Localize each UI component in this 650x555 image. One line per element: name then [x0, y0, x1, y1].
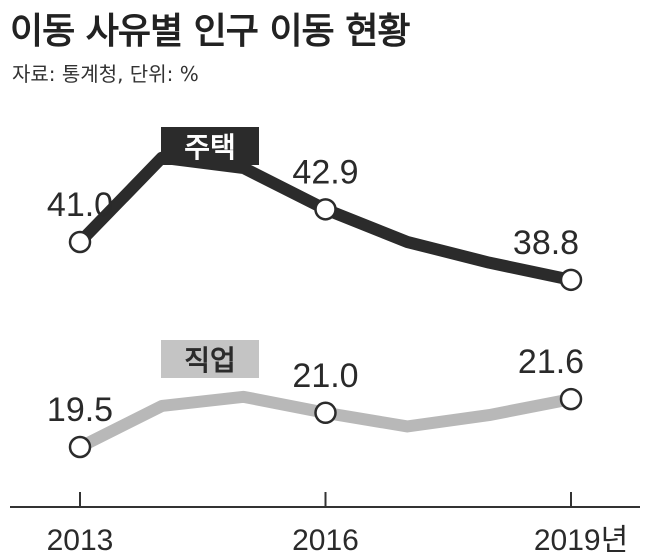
data-label-job-2019: 21.6 [518, 343, 584, 381]
x-tick-label-2016: 2016 [292, 524, 359, 555]
data-point-housing-2019 [559, 268, 583, 292]
data-point-housing-2013 [68, 230, 92, 254]
data-label-job-2016: 21.0 [292, 357, 358, 395]
data-point-job-2013 [68, 435, 92, 459]
legend-label-job: 직업 [184, 344, 236, 377]
data-point-housing-2016 [314, 198, 337, 221]
legend-badge-job [161, 340, 259, 378]
data-point-job-2016 [314, 401, 337, 425]
chart-title: 이동 사유별 인구 이동 현황 [10, 11, 410, 52]
data-label-job-2013: 19.5 [47, 391, 113, 429]
data-point-job-2019 [559, 387, 583, 411]
x-tick-label-2013: 2013 [47, 524, 114, 555]
data-label-housing-2019: 38.8 [513, 224, 579, 262]
legend-label-housing: 주택 [184, 131, 236, 164]
legend-badge-housing [161, 127, 259, 165]
data-label-housing-2013: 41.0 [47, 186, 113, 224]
x-tick-label-2019: 2019년 [534, 524, 628, 555]
data-label-housing-2016: 42.9 [292, 153, 358, 191]
chart-subtitle: 자료: 통계청, 단위: % [12, 62, 199, 86]
